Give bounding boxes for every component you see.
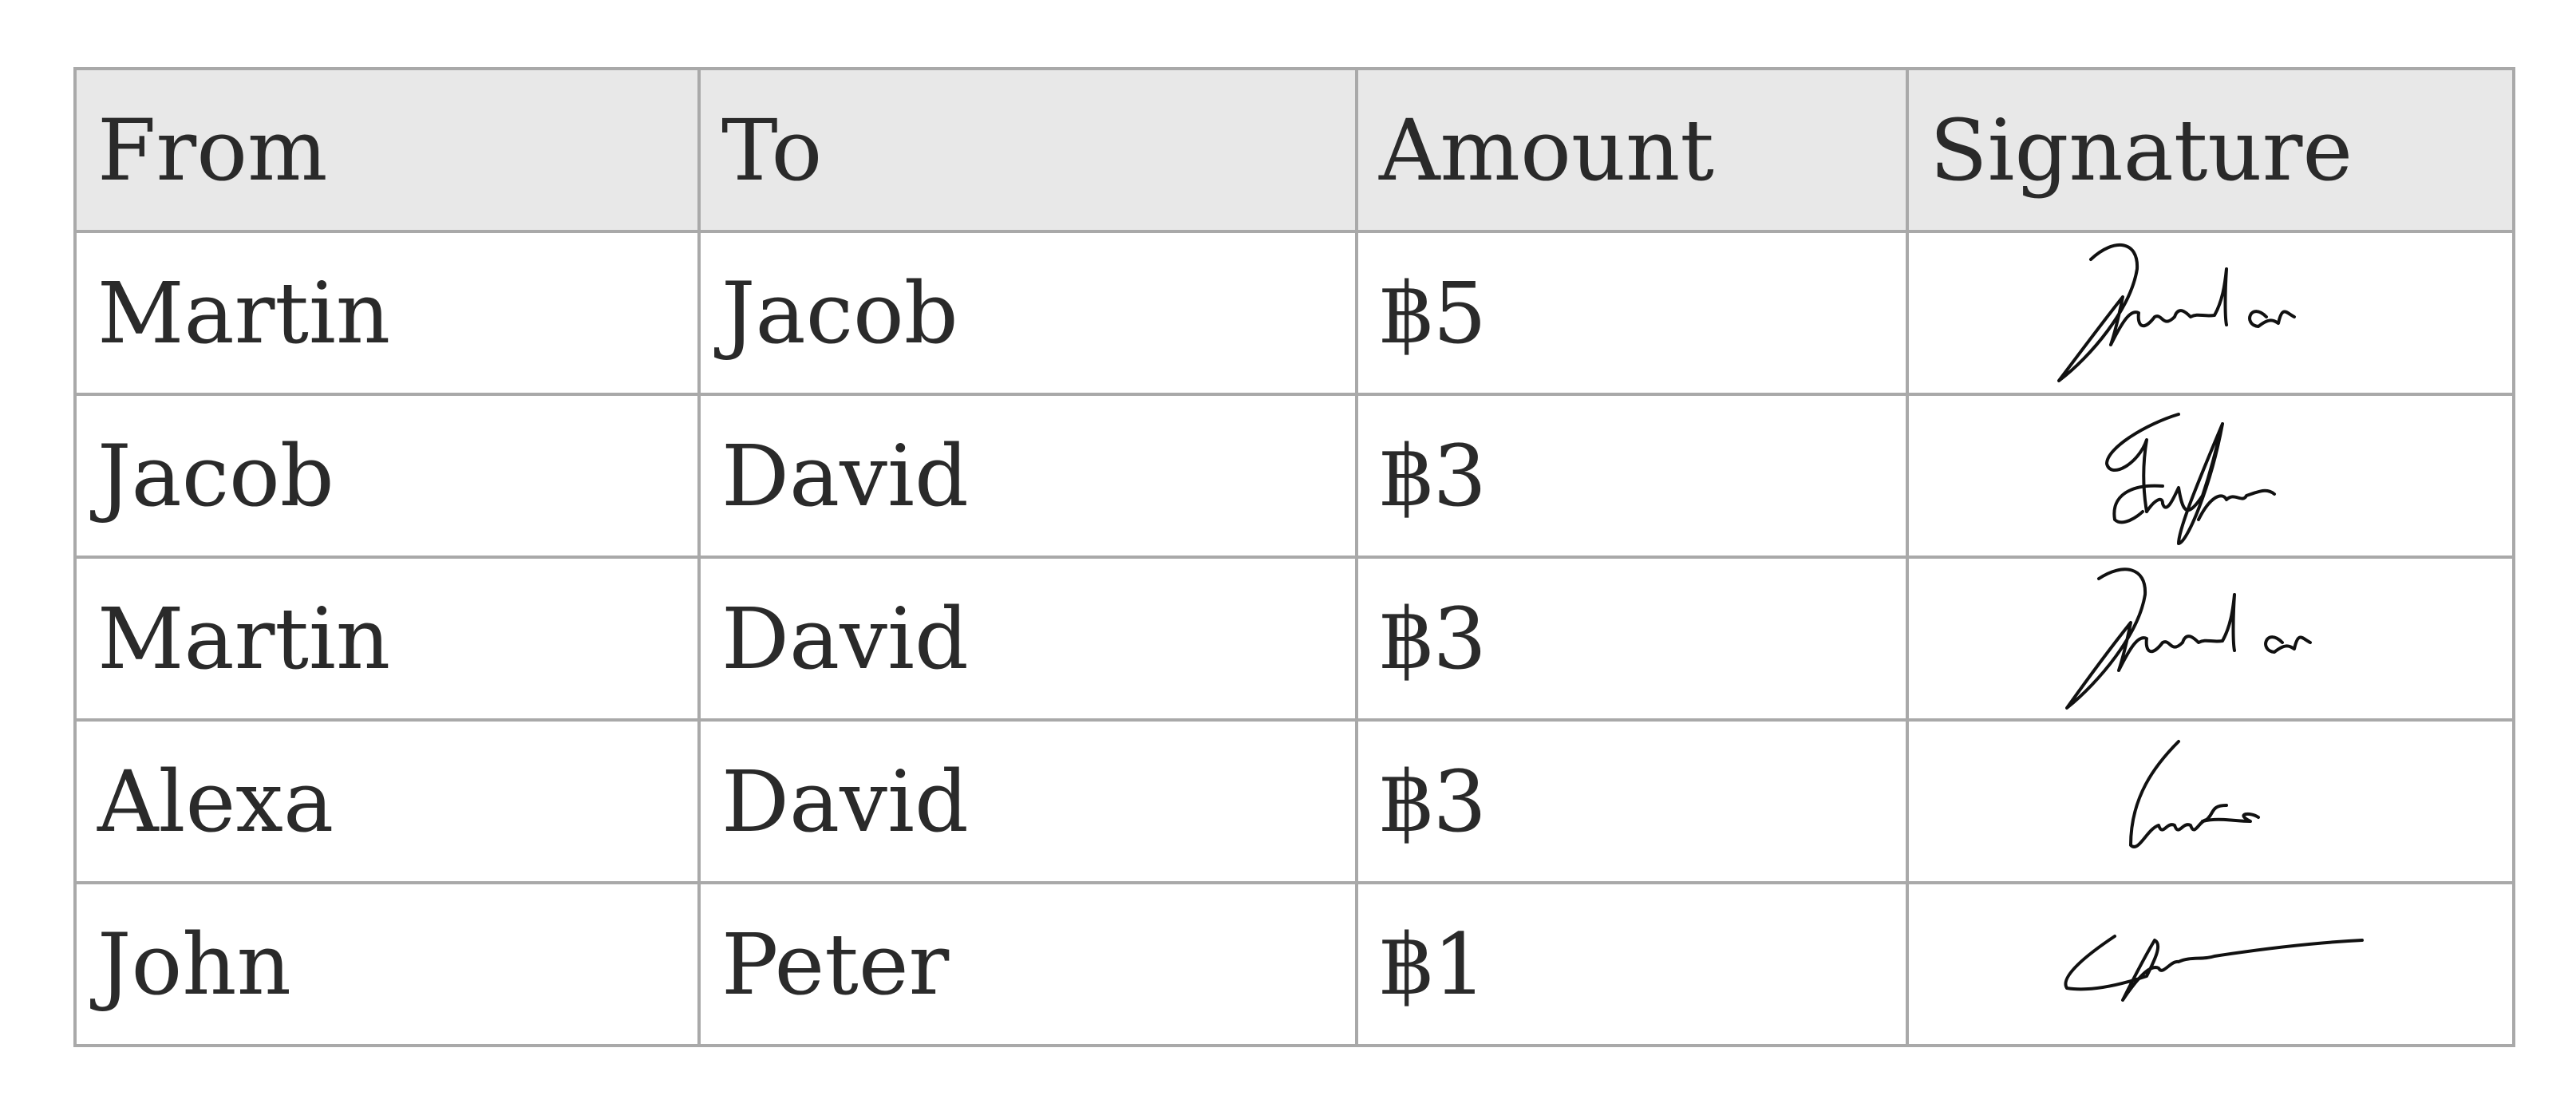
cell-amount: ฿1	[1355, 881, 1909, 1047]
header-to: To	[697, 67, 1358, 233]
table-row: Martin David ฿3	[73, 556, 2515, 722]
cell-to: David	[697, 393, 1358, 559]
cell-from: Jacob	[73, 393, 701, 559]
cell-from: Martin	[73, 230, 701, 396]
cell-signature	[1906, 881, 2515, 1047]
table-row: Alexa David ฿3	[73, 718, 2515, 884]
signature-john-image	[2064, 935, 2364, 1002]
table-row: Martin Jacob ฿5	[73, 230, 2515, 396]
header-from: From	[73, 67, 701, 233]
cell-amount: ฿3	[1355, 718, 1909, 884]
cell-from: Alexa	[73, 718, 701, 884]
header-amount: Amount	[1355, 67, 1909, 233]
cell-amount: ฿3	[1355, 556, 1909, 722]
table-row: Jacob David ฿3	[73, 393, 2515, 559]
header-signature: Signature	[1906, 67, 2515, 233]
signature-martin-image	[2065, 567, 2312, 710]
cell-signature	[1906, 556, 2515, 722]
table-row: John Peter ฿1	[73, 881, 2515, 1047]
signature-martin-image	[2057, 243, 2296, 382]
cell-to: David	[697, 556, 1358, 722]
cell-signature	[1906, 230, 2515, 396]
cell-from: John	[73, 881, 701, 1047]
cell-to: Peter	[697, 881, 1358, 1047]
cell-signature	[1906, 718, 2515, 884]
transactions-table: From To Amount Signature Martin Jacob ฿5…	[73, 67, 2515, 1047]
cell-amount: ฿3	[1355, 393, 1909, 559]
signature-jacob-image	[2105, 413, 2276, 545]
cell-amount: ฿5	[1355, 230, 1909, 396]
cell-to: David	[697, 718, 1358, 884]
cell-signature	[1906, 393, 2515, 559]
signature-alexa-image	[2129, 740, 2260, 849]
cell-from: Martin	[73, 556, 701, 722]
header-row: From To Amount Signature	[73, 67, 2515, 233]
cell-to: Jacob	[697, 230, 1358, 396]
